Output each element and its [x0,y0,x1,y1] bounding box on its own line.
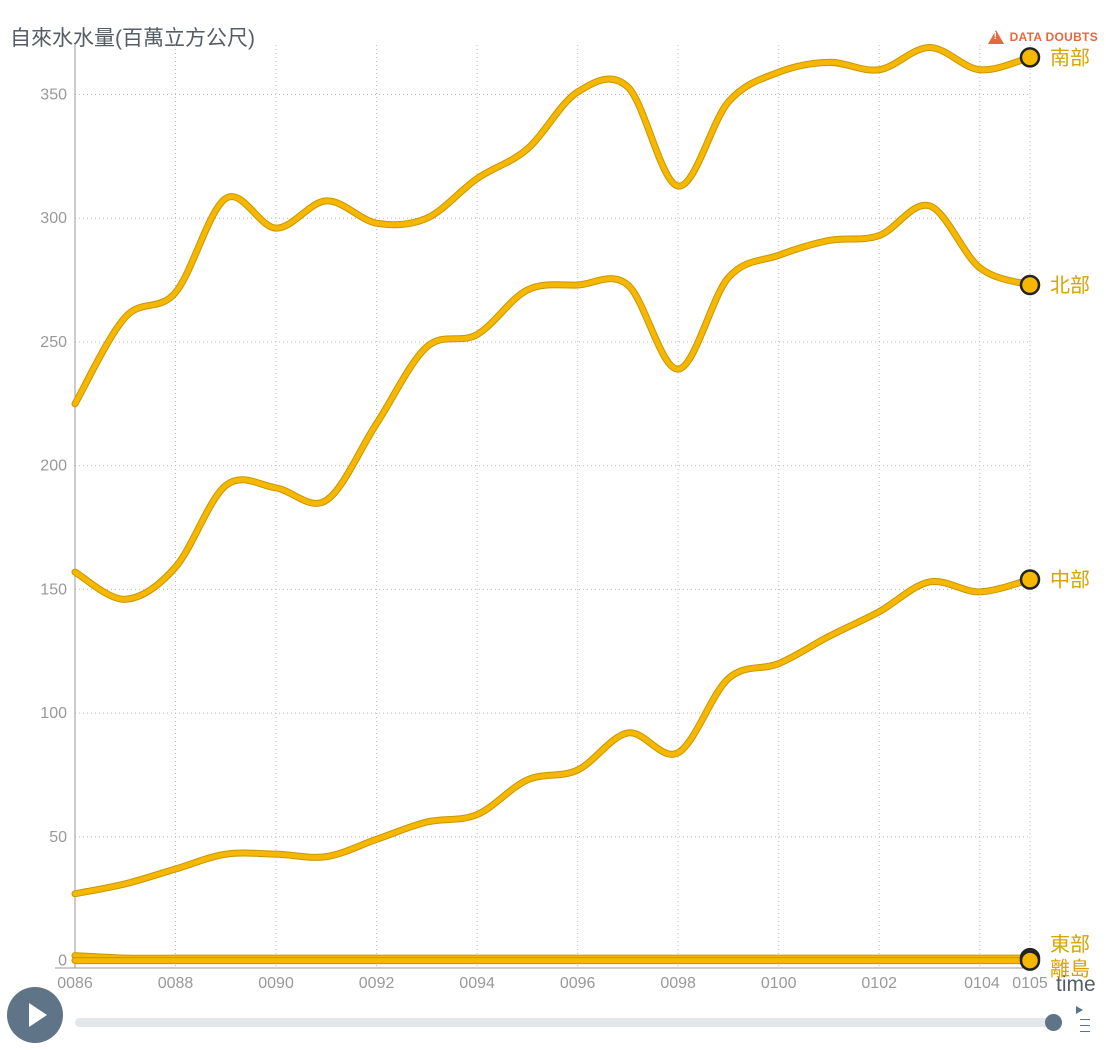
time-slider-handle[interactable] [1045,1014,1062,1031]
series-label: 離島 [1050,958,1090,981]
y-tick-label: 250 [40,334,67,351]
y-tick-label: 300 [40,210,67,227]
grid-lines [74,45,1031,968]
series-endpoint [1019,950,1041,971]
y-tick-label: 100 [40,705,67,722]
series-line-outline [71,201,1034,603]
x-tick-label: 0094 [459,975,495,992]
x-tick-label: 0100 [761,975,797,992]
time-axis-label: time [1056,973,1096,996]
chart-title: 自來水水量(百萬立方公尺) [10,27,255,50]
series-line-outline [71,43,1034,408]
y-tick-label: 150 [40,581,67,598]
series-label: 東部 [1050,933,1090,956]
y-tick-label: 200 [40,458,67,475]
x-tick-label: 0102 [861,975,897,992]
x-tick-label: 0086 [57,975,93,992]
y-tick-label: 350 [40,86,67,103]
series-lines [71,43,1034,965]
series-endpoint [1019,47,1041,68]
series-endpoint [1019,569,1041,590]
y-tick-label: 50 [49,829,67,846]
series-line [72,576,1033,897]
data-doubts-link[interactable]: DATA DOUBTS [987,30,1098,44]
speed-icon[interactable] [1076,1006,1094,1042]
x-tick-label: 0105 [1012,975,1048,992]
series-line [72,44,1033,407]
play-button[interactable] [7,987,63,1043]
series-endpoint [1019,274,1041,296]
x-tick-label: 0090 [258,975,294,992]
series-line [72,202,1033,602]
x-tick-label: 0098 [660,975,696,992]
series-endpoints [1019,47,1041,971]
series-label: 北部 [1050,274,1090,297]
x-tick-label: 0088 [158,975,194,992]
y-tick-label: 0 [58,953,67,970]
series-label: 中部 [1050,568,1090,591]
axes: 0 50 100 150 200 250 300 350 0086 0088 0090 0092 009… [40,45,1048,992]
series-line-outline [71,575,1034,898]
line-chart: 0 50 100 150 200 250 300 350 0086 0088 0090 0092 009… [40,43,1090,992]
x-tick-label: 0092 [359,975,395,992]
x-tick-label: 0104 [964,975,1000,992]
series-label: 南部 [1050,46,1090,69]
x-tick-label: 0096 [560,975,596,992]
data-doubts-label: DATA DOUBTS [1009,30,1098,44]
play-icon [29,1003,47,1027]
warning-icon [987,30,1004,44]
time-slider-track[interactable] [75,1018,1055,1027]
